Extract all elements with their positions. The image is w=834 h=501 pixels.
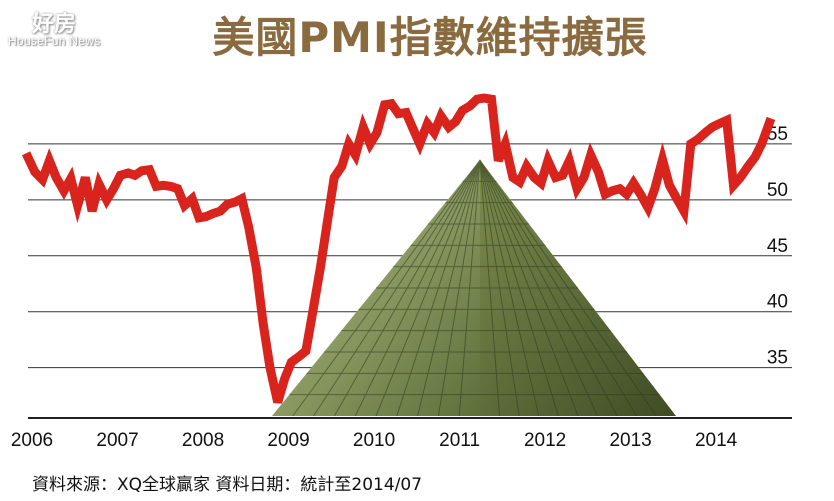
x-tick-label: 2014 [695,430,738,451]
x-tick-label: 2011 [439,430,480,451]
y-tick-label: 50 [767,180,788,201]
x-axis-ticks: 2006 2007 2008 2009 2010 2011 2012 2013 2014 [11,430,738,451]
x-tick-label: 2010 [353,430,395,451]
y-tick-label: 55 [767,124,788,145]
x-tick-label: 2006 [11,430,53,451]
x-tick-label: 2012 [524,430,566,451]
money-pyramid-image [272,159,676,417]
y-axis-ticks: 35 40 45 50 55 [767,124,788,369]
watermark-sub: HouseFun News [8,34,101,48]
watermark-logo: 好房 HouseFun News [8,6,138,50]
watermark-main: 好房 [32,12,77,37]
y-tick-label: 35 [767,348,788,369]
x-tick-label: 2009 [267,430,309,451]
source-note: 資料來源：XQ全球贏家 資料日期：統計至2014/07 [32,475,423,495]
x-tick-label: 2007 [96,430,138,451]
x-tick-label: 2013 [609,430,651,451]
y-tick-label: 45 [767,236,788,257]
series-line-pmi [22,93,776,404]
chart-title: 美國PMI指數維持擴張 [212,13,648,62]
x-tick-label: 2008 [182,430,224,451]
y-tick-label: 40 [767,292,788,313]
